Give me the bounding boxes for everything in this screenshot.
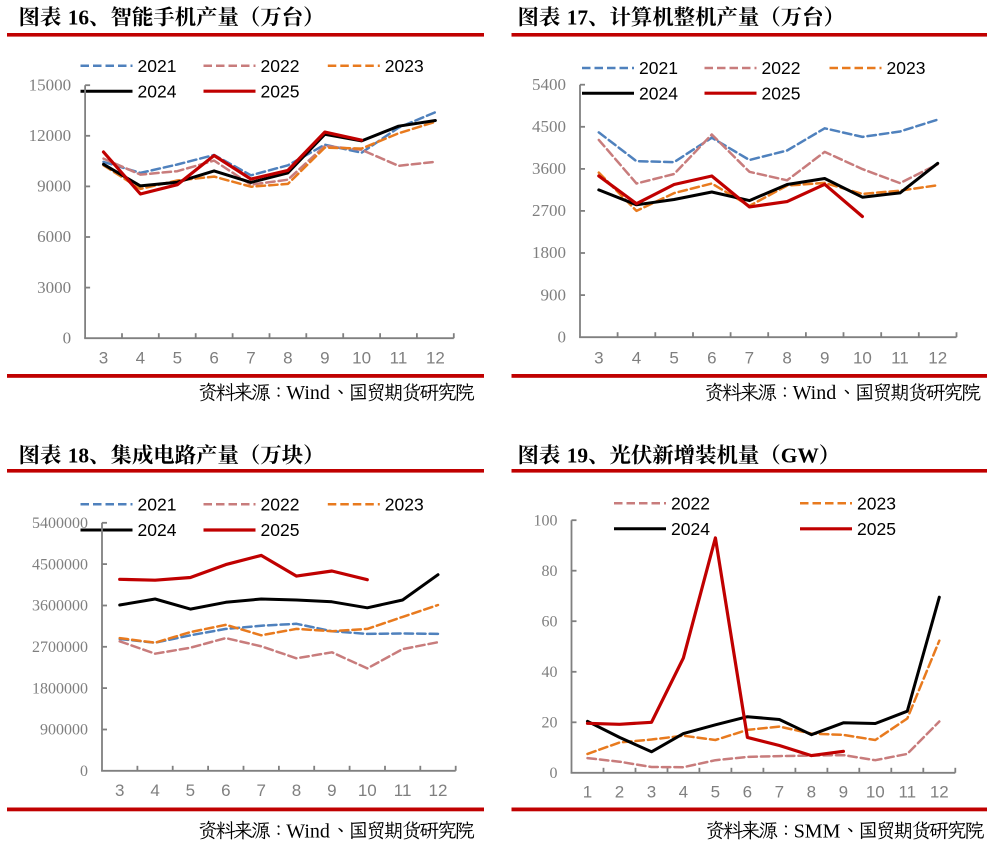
svg-text:12000: 12000 bbox=[29, 126, 72, 145]
svg-text:1: 1 bbox=[583, 782, 592, 801]
svg-text:2023: 2023 bbox=[887, 58, 926, 78]
svg-text:3000: 3000 bbox=[37, 278, 71, 297]
svg-text:4500000: 4500000 bbox=[32, 556, 88, 573]
svg-text:15000: 15000 bbox=[29, 75, 72, 94]
svg-text:Wind: Wind bbox=[286, 382, 330, 404]
svg-text:5: 5 bbox=[669, 348, 678, 367]
svg-text:18: 18 bbox=[68, 444, 89, 468]
svg-text:12: 12 bbox=[930, 782, 949, 801]
svg-text:3: 3 bbox=[594, 348, 603, 367]
svg-text:6: 6 bbox=[221, 781, 230, 800]
svg-text:9000: 9000 bbox=[37, 177, 71, 196]
svg-text:GW: GW bbox=[781, 444, 820, 468]
svg-text:2024: 2024 bbox=[138, 81, 177, 101]
svg-text:2022: 2022 bbox=[261, 495, 300, 515]
svg-text:20: 20 bbox=[542, 715, 558, 732]
svg-text:9: 9 bbox=[839, 782, 848, 801]
svg-text:2700: 2700 bbox=[532, 201, 566, 220]
svg-text:16: 16 bbox=[68, 6, 90, 30]
svg-text:6: 6 bbox=[743, 782, 752, 801]
svg-text:2024: 2024 bbox=[671, 519, 710, 539]
svg-text:2025: 2025 bbox=[261, 520, 300, 540]
svg-text:2025: 2025 bbox=[261, 81, 300, 101]
svg-text:3600: 3600 bbox=[532, 159, 566, 178]
svg-text:5: 5 bbox=[173, 348, 182, 367]
svg-text:9: 9 bbox=[820, 348, 829, 367]
svg-text:1800000: 1800000 bbox=[32, 680, 88, 697]
svg-text:2700000: 2700000 bbox=[32, 639, 88, 656]
svg-text:17: 17 bbox=[567, 6, 589, 30]
svg-text:3: 3 bbox=[115, 781, 124, 800]
svg-text:8: 8 bbox=[807, 782, 816, 801]
svg-text:2023: 2023 bbox=[385, 495, 424, 515]
svg-text:2023: 2023 bbox=[385, 56, 424, 76]
svg-text:12: 12 bbox=[429, 781, 448, 800]
svg-text:12: 12 bbox=[928, 348, 947, 367]
svg-text:2024: 2024 bbox=[138, 520, 177, 540]
svg-text:10: 10 bbox=[358, 781, 377, 800]
svg-text:60: 60 bbox=[542, 613, 558, 630]
svg-text:11: 11 bbox=[394, 781, 412, 800]
svg-text:3600000: 3600000 bbox=[32, 598, 88, 615]
svg-text:7: 7 bbox=[745, 348, 754, 367]
svg-text:Wind: Wind bbox=[793, 382, 837, 404]
svg-text:4: 4 bbox=[632, 348, 641, 367]
svg-text:40: 40 bbox=[542, 664, 558, 681]
svg-text:2025: 2025 bbox=[857, 519, 896, 539]
svg-text:12: 12 bbox=[426, 348, 445, 367]
svg-text:4500: 4500 bbox=[532, 117, 566, 136]
svg-text:1800: 1800 bbox=[532, 243, 566, 262]
svg-text:2023: 2023 bbox=[857, 494, 896, 514]
svg-text:80: 80 bbox=[542, 563, 558, 580]
svg-text:900000: 900000 bbox=[40, 722, 88, 739]
svg-text:9: 9 bbox=[327, 781, 336, 800]
svg-text:SMM: SMM bbox=[794, 820, 841, 842]
svg-text:11: 11 bbox=[891, 348, 909, 367]
svg-text:900: 900 bbox=[541, 285, 567, 304]
svg-text:100: 100 bbox=[534, 512, 558, 529]
svg-text:0: 0 bbox=[80, 763, 88, 780]
svg-text:11: 11 bbox=[898, 782, 916, 801]
svg-text:0: 0 bbox=[550, 765, 558, 782]
svg-text:2021: 2021 bbox=[138, 56, 177, 76]
svg-text:5400000: 5400000 bbox=[32, 515, 88, 532]
svg-text:7: 7 bbox=[246, 348, 255, 367]
svg-text:2021: 2021 bbox=[138, 495, 177, 515]
svg-text:8: 8 bbox=[782, 348, 791, 367]
svg-text:10: 10 bbox=[866, 782, 885, 801]
svg-text:10: 10 bbox=[352, 348, 371, 367]
svg-text:3: 3 bbox=[647, 782, 656, 801]
svg-text:5: 5 bbox=[186, 781, 195, 800]
svg-text:5400: 5400 bbox=[532, 75, 566, 94]
svg-text:3: 3 bbox=[99, 348, 108, 367]
svg-text:2022: 2022 bbox=[671, 494, 710, 514]
svg-text:2021: 2021 bbox=[639, 58, 678, 78]
svg-text:5: 5 bbox=[711, 782, 720, 801]
svg-text:2022: 2022 bbox=[261, 56, 300, 76]
svg-text:4: 4 bbox=[679, 782, 688, 801]
svg-text:7: 7 bbox=[775, 782, 784, 801]
svg-text:6: 6 bbox=[707, 348, 716, 367]
svg-text:4: 4 bbox=[150, 781, 159, 800]
svg-text:Wind: Wind bbox=[286, 820, 330, 842]
svg-text:0: 0 bbox=[63, 328, 72, 347]
svg-text:11: 11 bbox=[390, 348, 408, 367]
svg-text:2025: 2025 bbox=[762, 83, 801, 103]
svg-text:9: 9 bbox=[320, 348, 329, 367]
svg-text:8: 8 bbox=[283, 348, 292, 367]
svg-text:8: 8 bbox=[292, 781, 301, 800]
svg-text:4: 4 bbox=[136, 348, 145, 367]
svg-text:2022: 2022 bbox=[762, 58, 801, 78]
svg-text:10: 10 bbox=[853, 348, 872, 367]
svg-text:6: 6 bbox=[209, 348, 218, 367]
svg-text:2024: 2024 bbox=[639, 83, 678, 103]
svg-text:0: 0 bbox=[558, 327, 567, 346]
svg-text:6000: 6000 bbox=[37, 227, 71, 246]
svg-text:2: 2 bbox=[615, 782, 624, 801]
svg-text:19: 19 bbox=[567, 444, 588, 468]
svg-text:7: 7 bbox=[256, 781, 265, 800]
